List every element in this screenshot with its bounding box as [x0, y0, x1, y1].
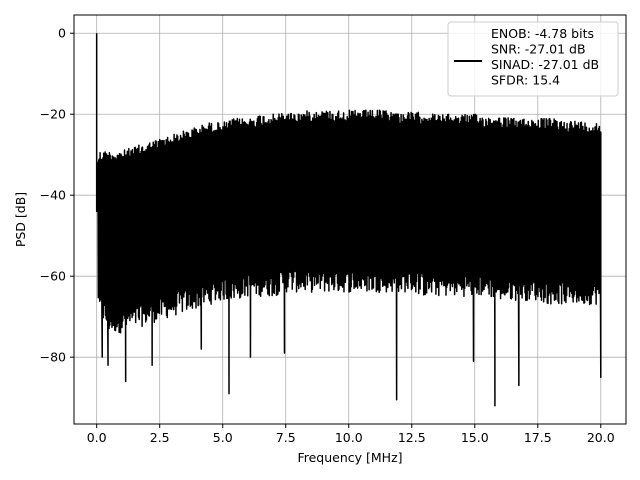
y-tick-label: −80 [40, 350, 66, 365]
legend-box [447, 21, 619, 97]
x-tick-label: 17.5 [524, 430, 552, 445]
x-tick-label: 15.0 [461, 430, 489, 445]
x-axis-label: Frequency [MHz] [297, 450, 402, 465]
psd-series-line [95, 33, 602, 407]
y-tick-label: −60 [40, 269, 66, 284]
x-tick-label: 5.0 [213, 430, 233, 445]
x-tick-label: 20.0 [587, 430, 615, 445]
axes-frame [73, 14, 627, 425]
legend: ENOB: -4.78 bits SNR: -27.01 dB SINAD: -27… [447, 21, 619, 97]
x-tick-label: 7.5 [276, 430, 296, 445]
y-tick-label: −20 [40, 107, 66, 122]
legend-entry: ENOB: -4.78 bits SNR: -27.01 dB SINAD: -27… [491, 26, 599, 88]
x-tick-label: 12.5 [398, 430, 426, 445]
plot-data-area [95, 33, 602, 407]
y-tick-label: 0 [58, 26, 66, 41]
x-axis-ticks: 0.0 2.5 5.0 7.5 10.0 12.5 15.0 17.5 20.0 [87, 424, 615, 445]
x-tick-label: 0.0 [87, 430, 107, 445]
y-axis-ticks: 0 −20 −40 −60 −80 [40, 26, 74, 365]
y-axis-label: PSD [dB] [13, 192, 28, 247]
y-tick-label: −40 [40, 188, 66, 203]
x-tick-label: 2.5 [150, 430, 170, 445]
x-tick-label: 10.0 [335, 430, 363, 445]
